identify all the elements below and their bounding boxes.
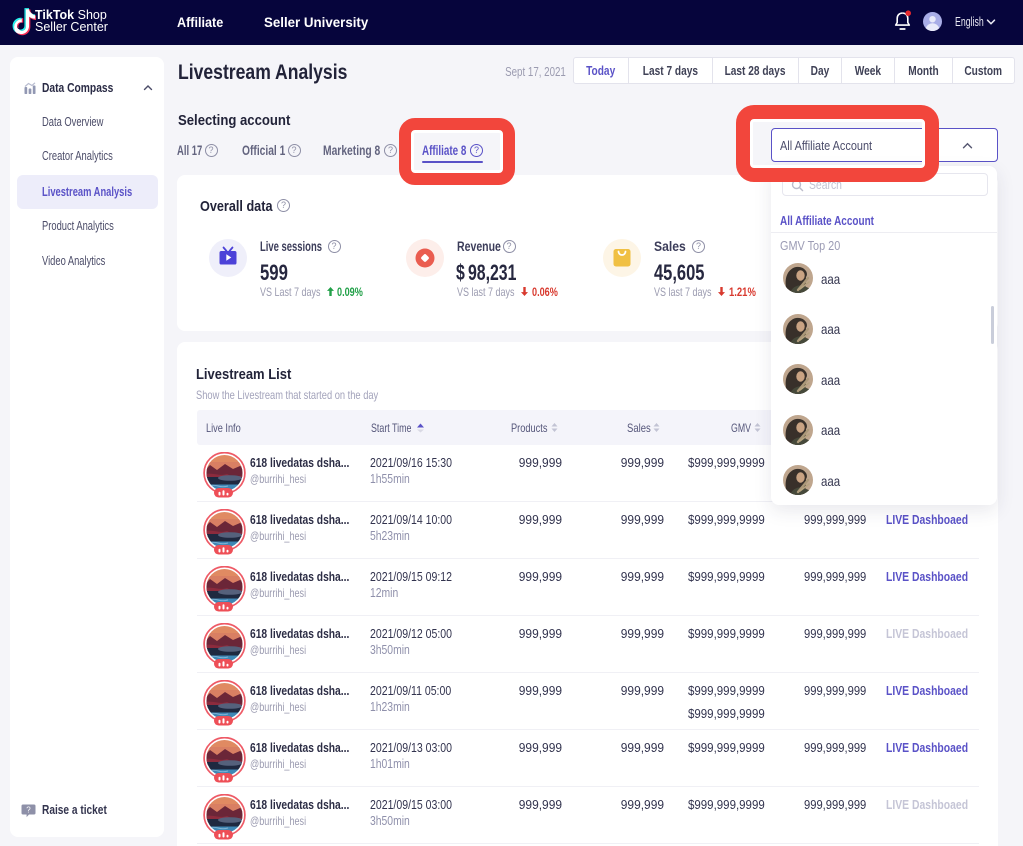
svg-text:?: ? (26, 805, 31, 814)
